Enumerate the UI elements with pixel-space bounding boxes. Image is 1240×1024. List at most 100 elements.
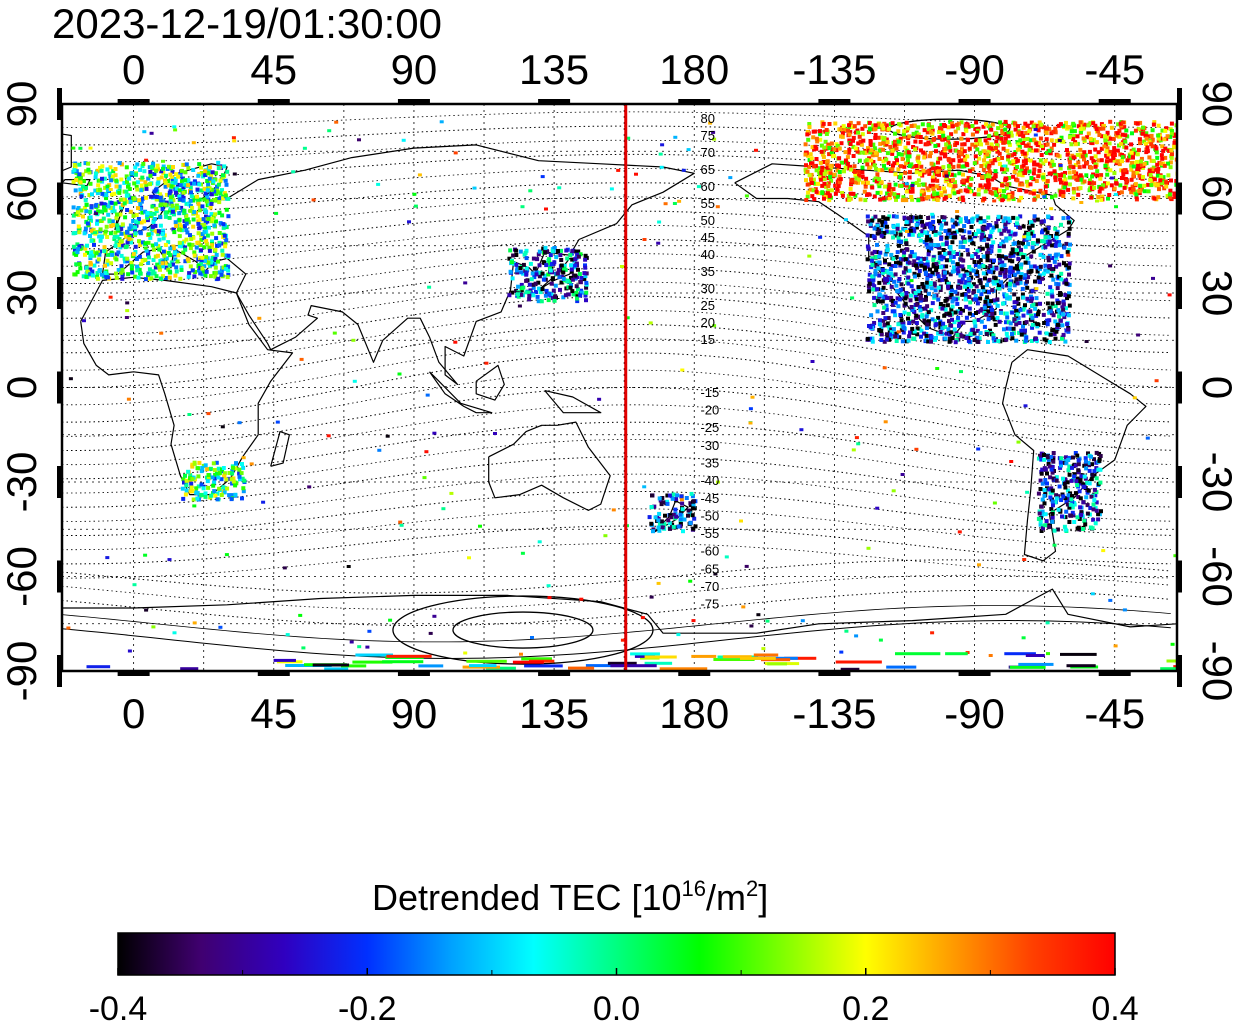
tec-point	[152, 189, 157, 194]
tec-point	[1034, 141, 1039, 146]
tec-point	[865, 214, 870, 219]
tec-point	[104, 275, 109, 280]
contour-line	[62, 491, 1171, 536]
tec-point	[203, 191, 208, 196]
tec-point	[114, 216, 119, 221]
tec-point	[1129, 163, 1134, 168]
tec-point	[993, 174, 998, 179]
tec-point	[98, 238, 103, 243]
tec-point	[882, 231, 887, 235]
tec-point	[574, 249, 579, 254]
tec-point	[1054, 252, 1059, 257]
tec-point	[183, 492, 188, 497]
tec-point	[541, 246, 546, 251]
tec-point	[92, 242, 96, 247]
tec-point	[1031, 249, 1036, 254]
tec-point	[1069, 478, 1074, 483]
tec-point	[1102, 144, 1107, 149]
tec-point	[978, 281, 983, 286]
tec-point	[111, 169, 116, 174]
tec-point	[901, 132, 906, 137]
tec-point	[570, 249, 575, 254]
tec-point	[148, 235, 153, 240]
tec-point	[134, 219, 139, 224]
tec-point	[133, 172, 138, 177]
tec-point	[1061, 332, 1066, 337]
tec-point	[1041, 175, 1046, 180]
tec-point	[679, 509, 684, 514]
tec-point	[932, 189, 937, 194]
tec-point	[1012, 283, 1017, 288]
tec-point	[950, 317, 954, 322]
tec-point	[842, 169, 846, 174]
tec-point	[962, 334, 967, 339]
tec-point	[1093, 154, 1098, 159]
tec-point	[840, 131, 845, 136]
tec-point	[923, 306, 928, 311]
tec-point	[129, 260, 134, 265]
tec-point	[1058, 166, 1063, 171]
tec-point	[932, 243, 937, 247]
tec-point	[880, 268, 885, 273]
tec-point	[810, 145, 815, 150]
tec-point	[886, 187, 891, 192]
tec-point	[584, 280, 589, 285]
tec-point	[199, 492, 204, 497]
tec-point	[84, 202, 89, 207]
tec-point	[1093, 493, 1098, 498]
tec-point	[691, 499, 696, 504]
tec-point	[868, 325, 873, 330]
tec-point	[890, 148, 895, 153]
tec-point	[881, 285, 886, 290]
tec-point	[148, 170, 153, 174]
tec-point	[896, 235, 901, 240]
tec-point	[1167, 148, 1172, 153]
tec-point	[1058, 177, 1063, 182]
tec-point	[895, 161, 899, 166]
tec-point	[978, 220, 983, 225]
tec-point	[840, 160, 845, 165]
tec-point	[708, 121, 713, 125]
tec-point	[906, 275, 911, 280]
tec-point	[1056, 301, 1060, 306]
tec-point	[895, 226, 900, 231]
tec-point	[887, 214, 892, 219]
tec-point	[848, 142, 853, 146]
tec-point	[88, 209, 93, 214]
tec-point	[1168, 160, 1173, 165]
tec-point	[216, 466, 221, 471]
tec-point	[930, 178, 935, 183]
tec-point	[210, 231, 215, 236]
tec-point	[1131, 147, 1136, 152]
tec-point	[982, 324, 987, 329]
tec-point	[827, 146, 832, 150]
tec-point	[882, 322, 887, 327]
tec-point	[557, 275, 562, 280]
tec-point	[192, 460, 197, 465]
tec-point	[896, 152, 901, 156]
tec-point	[1123, 133, 1128, 138]
tec-point	[123, 245, 128, 250]
tec-point	[1010, 259, 1015, 264]
tec-point	[237, 467, 242, 472]
tec-point	[919, 189, 924, 194]
tec-point	[97, 269, 102, 273]
tec-point	[927, 222, 932, 227]
tec-point	[1108, 149, 1113, 154]
tec-point	[928, 154, 932, 159]
tec-point	[1000, 198, 1005, 203]
tec-point	[1041, 172, 1046, 177]
tec-point	[539, 299, 544, 304]
tec-point	[659, 519, 664, 524]
tec-point	[562, 263, 567, 268]
tec-point	[1119, 141, 1123, 146]
tec-point	[84, 271, 89, 276]
tec-point	[139, 183, 144, 188]
tec-point	[202, 197, 207, 202]
tec-point	[990, 315, 995, 320]
tec-point	[138, 168, 143, 172]
tec-point	[1057, 243, 1062, 248]
tec-point	[984, 130, 988, 135]
tec-point	[1001, 193, 1006, 198]
tec-point	[127, 187, 132, 191]
